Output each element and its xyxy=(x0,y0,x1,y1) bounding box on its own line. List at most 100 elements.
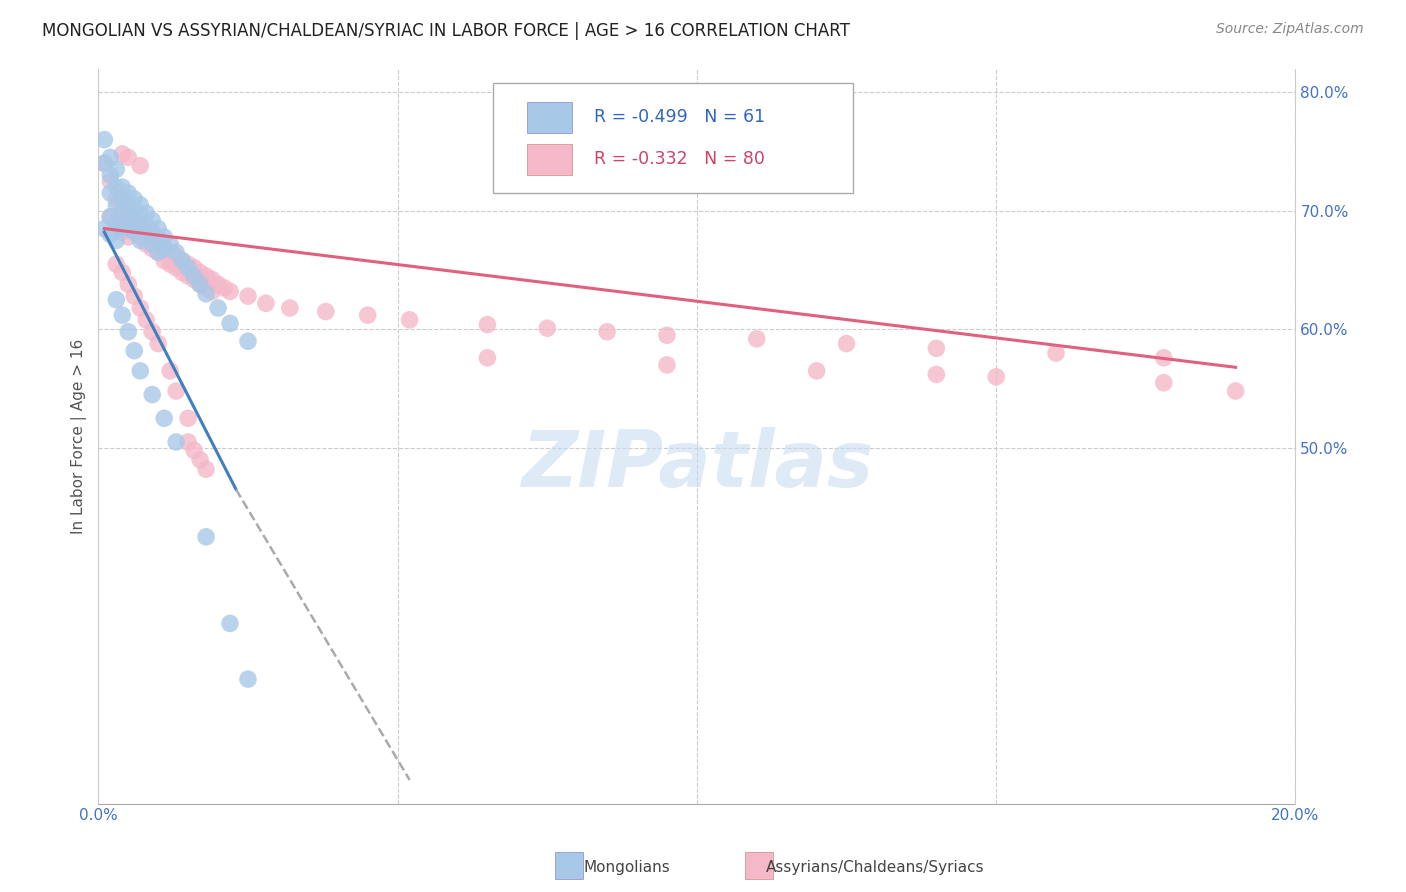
Point xyxy=(129,159,152,173)
Point xyxy=(129,210,152,224)
Point xyxy=(129,221,152,235)
Point xyxy=(596,325,619,339)
Point xyxy=(236,672,259,686)
Point xyxy=(129,198,152,212)
Point xyxy=(925,368,948,382)
Point xyxy=(153,411,176,425)
Point xyxy=(148,245,170,260)
Point xyxy=(165,245,187,260)
Point xyxy=(105,162,128,177)
Point xyxy=(177,260,200,275)
Text: R = -0.332   N = 80: R = -0.332 N = 80 xyxy=(593,151,765,169)
Point xyxy=(111,225,134,239)
Point xyxy=(148,234,170,248)
Point xyxy=(141,242,163,256)
Point xyxy=(236,334,259,349)
Point xyxy=(141,230,163,244)
FancyBboxPatch shape xyxy=(527,102,572,133)
Point xyxy=(172,253,194,268)
Point xyxy=(122,192,145,206)
Point xyxy=(165,384,187,398)
Point xyxy=(93,221,115,235)
Point xyxy=(117,325,139,339)
Text: R = -0.499   N = 61: R = -0.499 N = 61 xyxy=(593,108,765,127)
Point xyxy=(188,277,211,292)
Point xyxy=(148,234,170,248)
Point xyxy=(148,336,170,351)
Point xyxy=(98,151,121,165)
Point xyxy=(254,296,277,310)
Point xyxy=(183,260,205,275)
Point xyxy=(165,260,187,275)
Point xyxy=(745,332,768,346)
Point xyxy=(236,289,259,303)
Point xyxy=(129,364,152,378)
Point xyxy=(655,358,678,372)
Point xyxy=(93,133,115,147)
Point xyxy=(135,218,157,232)
Point xyxy=(98,186,121,200)
Point xyxy=(122,213,145,227)
Point xyxy=(105,218,128,232)
Point xyxy=(122,225,145,239)
Point xyxy=(655,328,678,343)
Point xyxy=(135,225,157,239)
Point xyxy=(105,198,128,212)
Point xyxy=(207,301,229,315)
Text: MONGOLIAN VS ASSYRIAN/CHALDEAN/SYRIAC IN LABOR FORCE | AGE > 16 CORRELATION CHAR: MONGOLIAN VS ASSYRIAN/CHALDEAN/SYRIAC IN… xyxy=(42,22,851,40)
Point xyxy=(172,253,194,268)
Point xyxy=(195,462,218,476)
Point xyxy=(129,218,152,232)
Point xyxy=(105,192,128,206)
FancyBboxPatch shape xyxy=(494,83,852,194)
Text: Source: ZipAtlas.com: Source: ZipAtlas.com xyxy=(1216,22,1364,37)
Point xyxy=(925,342,948,356)
Bar xyxy=(555,852,583,879)
Point xyxy=(183,272,205,286)
Point xyxy=(159,257,181,271)
Point xyxy=(141,237,163,252)
Point xyxy=(177,257,200,271)
Point xyxy=(122,225,145,239)
Point xyxy=(141,325,163,339)
Point xyxy=(177,435,200,450)
Point xyxy=(93,156,115,170)
Point xyxy=(477,318,499,332)
Point xyxy=(111,206,134,220)
Point xyxy=(1153,351,1175,365)
Point xyxy=(986,369,1008,384)
Point xyxy=(207,277,229,292)
Point xyxy=(188,277,211,292)
Point xyxy=(105,234,128,248)
Point xyxy=(111,203,134,218)
Point xyxy=(536,321,558,335)
FancyBboxPatch shape xyxy=(527,144,572,175)
Point xyxy=(122,289,145,303)
Point xyxy=(117,230,139,244)
Point xyxy=(98,210,121,224)
Point xyxy=(165,249,187,263)
Text: ZIPatlas: ZIPatlas xyxy=(520,427,873,503)
Point xyxy=(111,192,134,206)
Point xyxy=(188,452,211,467)
Point xyxy=(153,230,176,244)
Point xyxy=(117,277,139,292)
Point xyxy=(177,268,200,283)
Point xyxy=(93,156,115,170)
Point xyxy=(159,364,181,378)
Point xyxy=(117,221,139,235)
Point xyxy=(148,245,170,260)
Point xyxy=(357,308,380,322)
Point xyxy=(219,285,242,299)
Point xyxy=(195,281,218,295)
Point xyxy=(153,242,176,256)
Point xyxy=(1153,376,1175,390)
Y-axis label: In Labor Force | Age > 16: In Labor Force | Age > 16 xyxy=(72,338,87,533)
Point xyxy=(212,281,235,295)
Point xyxy=(315,304,337,318)
Point xyxy=(806,364,828,378)
Point xyxy=(135,313,157,327)
Point xyxy=(122,213,145,227)
Point xyxy=(105,293,128,307)
Point xyxy=(135,206,157,220)
